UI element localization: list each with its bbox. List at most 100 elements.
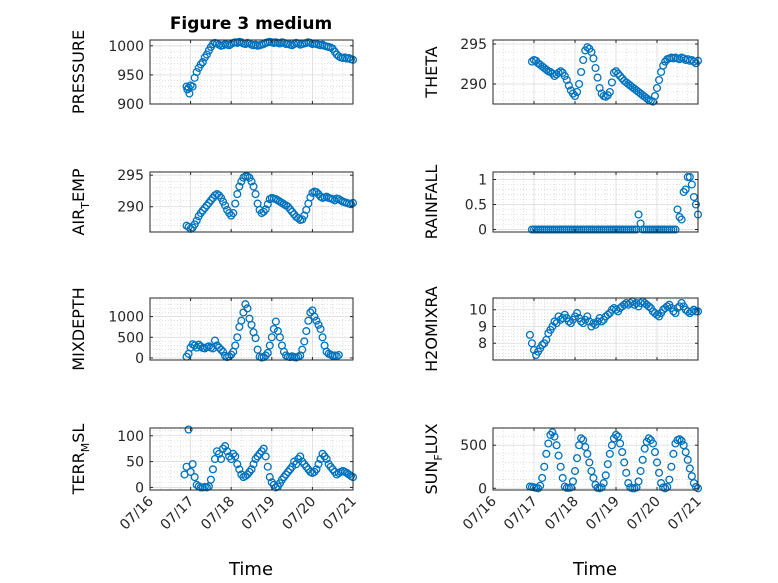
data-point <box>259 444 268 453</box>
data-point <box>344 470 353 479</box>
axes-box <box>492 427 699 491</box>
data-point <box>663 482 672 492</box>
data-point <box>322 454 331 464</box>
data-point <box>687 180 696 189</box>
data-point <box>192 216 201 225</box>
y-tick-label: 500 <box>460 438 487 454</box>
data-point <box>671 225 680 234</box>
data-point <box>261 205 270 214</box>
y-tick-label: 1000 <box>108 310 144 326</box>
data-point <box>552 441 561 450</box>
data-point <box>652 83 662 93</box>
data-point <box>652 310 662 319</box>
data-point <box>575 79 584 89</box>
data-point <box>263 348 272 358</box>
data-point <box>579 55 588 65</box>
data-point <box>525 330 534 339</box>
y-tick-label: 500 <box>117 330 144 346</box>
data-point <box>605 87 614 97</box>
y-tick-label: 290 <box>460 77 487 93</box>
data-point <box>221 201 230 210</box>
data-point <box>585 458 594 467</box>
data-point <box>214 449 224 458</box>
data-point <box>570 91 580 101</box>
y-axis-label: H2OMIXRA <box>422 286 441 372</box>
data-point <box>644 302 653 311</box>
data-point <box>239 308 248 317</box>
data-point <box>538 340 547 349</box>
data-point <box>190 473 199 482</box>
data-point <box>208 465 217 474</box>
data-point <box>585 317 594 326</box>
data-point <box>659 61 668 70</box>
data-point <box>202 50 211 59</box>
subplot-4: 0 0.5 1 RAINFALL <box>422 165 703 239</box>
data-point <box>206 475 215 484</box>
axes-box <box>492 297 699 361</box>
data-point <box>689 57 698 66</box>
y-tick-label: 0 <box>478 481 487 497</box>
data-point <box>572 454 582 463</box>
data-point <box>306 308 315 317</box>
data-point <box>306 193 315 202</box>
data-point <box>583 449 592 458</box>
y-tick-label: 295 <box>117 168 144 184</box>
x-tick-label: 07/17 <box>158 494 198 534</box>
y-tick-label: 950 <box>117 68 144 84</box>
data-point <box>544 439 553 448</box>
data-point <box>330 196 339 205</box>
y-axis-label: THETA <box>422 46 441 98</box>
data-point <box>657 479 666 488</box>
subplot-3: 290 295 AIRTEMP <box>69 168 358 236</box>
data-point <box>681 448 690 457</box>
data-point <box>314 460 323 469</box>
data-point <box>591 63 600 73</box>
data-point <box>210 336 220 345</box>
data-point <box>184 425 193 434</box>
data-point <box>210 454 220 464</box>
data-point <box>622 468 631 477</box>
data-point <box>683 455 692 464</box>
data-point <box>554 68 563 77</box>
x-axis-label-right: Time <box>572 559 617 580</box>
data-point <box>679 187 688 197</box>
y-tick-label: 8 <box>478 336 487 352</box>
data-point <box>663 302 672 311</box>
data-point <box>572 309 582 318</box>
data-point <box>665 475 674 484</box>
y-tick-label: 50 <box>126 455 144 471</box>
y-axis-label: MIXDEPTH <box>69 287 88 370</box>
data-point <box>196 60 205 69</box>
y-tick-label: 290 <box>117 200 144 216</box>
x-tick-label: 07/18 <box>542 494 582 534</box>
data-point <box>611 67 621 76</box>
y-tick-label: 0 <box>478 223 487 239</box>
data-point <box>227 454 236 464</box>
y-axis-label: AIRTEMP <box>69 168 92 235</box>
data-point <box>560 71 569 81</box>
data-point <box>642 94 651 103</box>
data-point <box>675 212 684 222</box>
data-point <box>650 91 659 101</box>
data-point <box>542 449 551 458</box>
data-point <box>589 319 598 328</box>
data-point <box>620 458 629 467</box>
data-point <box>634 477 643 486</box>
data-point <box>691 200 700 209</box>
y-tick-label: 0.5 <box>465 198 487 214</box>
data-point <box>671 309 680 318</box>
data-point <box>237 316 246 325</box>
data-point <box>271 317 280 326</box>
y-axis-label: TERRMSL <box>69 424 92 496</box>
data-point <box>556 67 565 76</box>
data-point <box>233 190 242 199</box>
axes-box <box>149 427 354 491</box>
data-point <box>601 92 610 101</box>
data-point <box>685 172 694 182</box>
y-tick-label: 0 <box>135 480 144 496</box>
axes-box <box>149 39 354 105</box>
data-point <box>300 337 309 346</box>
data-point <box>667 462 676 471</box>
data-point <box>603 310 612 319</box>
